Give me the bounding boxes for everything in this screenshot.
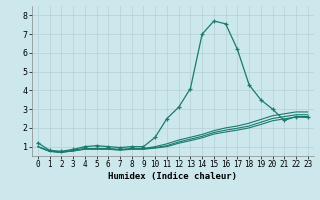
X-axis label: Humidex (Indice chaleur): Humidex (Indice chaleur) — [108, 172, 237, 181]
